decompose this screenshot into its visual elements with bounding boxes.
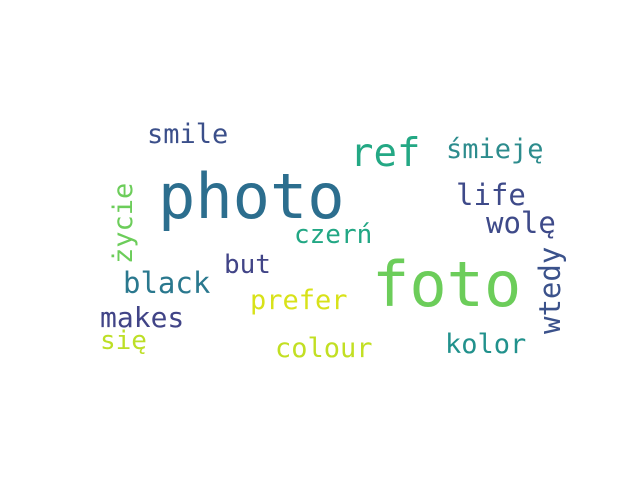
- word-life: life: [456, 178, 526, 212]
- word-sie: się: [100, 326, 147, 356]
- word-kolor: kolor: [445, 329, 527, 360]
- word-photo: photo: [158, 160, 345, 233]
- word-smieje: śmieję: [446, 134, 544, 165]
- word-prefer: prefer: [250, 285, 348, 316]
- word-ref: ref: [350, 131, 421, 176]
- word-czern: czerń: [294, 220, 373, 250]
- word-wole: wolę: [486, 206, 556, 240]
- word-makes: makes: [100, 301, 185, 334]
- word-black: black: [123, 266, 211, 300]
- word-smile: smile: [147, 119, 229, 150]
- word-colour: colour: [275, 333, 373, 364]
- word-but: but: [224, 250, 271, 280]
- word-wtedy: wtedy: [533, 246, 567, 334]
- word-zycie: życie: [108, 182, 139, 264]
- word-foto: foto: [372, 248, 522, 321]
